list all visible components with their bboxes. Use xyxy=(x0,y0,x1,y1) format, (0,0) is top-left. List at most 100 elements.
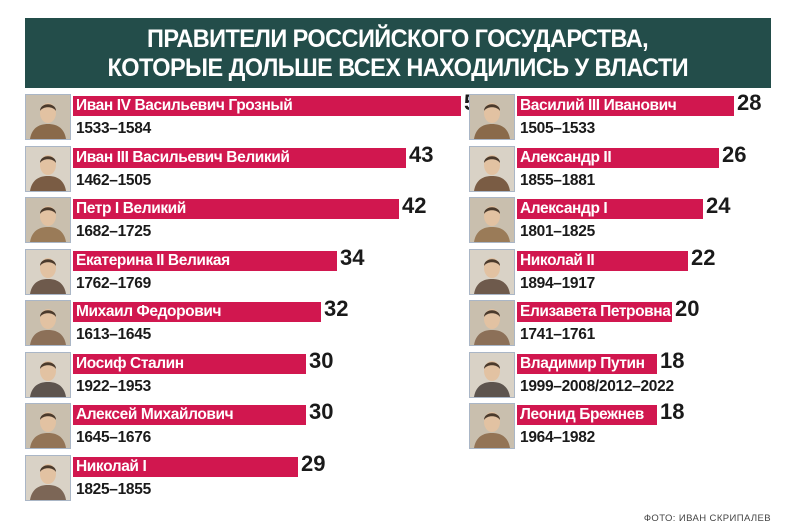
ruler-entry: Николай I 29 1825–1855 xyxy=(25,451,338,503)
ruler-reign-years-label: 1999–2008/2012–2022 xyxy=(520,377,674,395)
ruler-entry: Иван III Васильевич Великий 43 1462–1505 xyxy=(25,142,446,194)
photo-credit: ФОТО: ИВАН СКРИПАЛЕВ xyxy=(643,513,771,524)
ruler-portrait xyxy=(25,197,71,243)
portrait-image xyxy=(26,455,70,500)
rule-years-count-label: 29 xyxy=(301,450,326,476)
ruler-reign-years-label: 1964–1982 xyxy=(520,429,595,446)
chart-title-banner: ПРАВИТЕЛИ РОССИЙСКОГО ГОСУДАРСТВА, КОТОР… xyxy=(25,18,771,88)
rule-duration-bar xyxy=(73,302,321,322)
rule-years-count-label: 30 xyxy=(309,347,334,373)
rule-years-count-label: 28 xyxy=(737,90,762,115)
ruler-name-label: Леонид Брежнев xyxy=(520,406,644,423)
ruler-entry: Николай II 22 1894–1917 xyxy=(469,245,728,297)
portrait-image xyxy=(470,352,514,397)
ruler-portrait xyxy=(469,94,515,140)
rule-duration-bar xyxy=(517,353,657,374)
portrait-image xyxy=(26,301,70,345)
ruler-entry: Иван IV Васильевич Грозный501533–1584 xyxy=(25,90,501,142)
rule-duration-bar xyxy=(73,250,337,271)
rule-years-count-label: 32 xyxy=(324,296,349,321)
rule-duration-bar xyxy=(517,302,672,322)
ruler-name-label: Иван III Васильевич Великий xyxy=(76,148,290,166)
chart-title-line-1: ПРАВИТЕЛИ РОССИЙСКОГО ГОСУДАРСТВА, xyxy=(147,24,649,53)
ruler-reign-years-label: 1922–1953 xyxy=(76,377,151,395)
rule-years-count-label: 18 xyxy=(660,399,685,424)
portrait-image xyxy=(470,95,514,139)
rule-years-count-label: 43 xyxy=(409,141,434,167)
ruler-entry: Петр I Великий 42 1682–1725 xyxy=(25,193,439,245)
ruler-entry: Леонид Брежнев 18 1964–1982 xyxy=(469,399,697,451)
ruler-entry: Михаил Федорович 32 1613–1645 xyxy=(25,296,361,348)
ruler-reign-years-label: 1825–1855 xyxy=(76,480,151,498)
portrait-image xyxy=(26,146,70,191)
ruler-portrait xyxy=(25,351,71,398)
portrait-image xyxy=(26,249,70,294)
ruler-reign-years-label: 1613–1645 xyxy=(76,326,151,343)
ruler-portrait xyxy=(25,300,71,346)
rule-years-count-label: 18 xyxy=(660,347,685,373)
rule-duration-bar xyxy=(517,147,719,168)
ruler-entry: Екатерина II Великая 34 1762–1769 xyxy=(25,245,377,297)
ruler-reign-years-label: 1462–1505 xyxy=(76,171,151,189)
ruler-portrait xyxy=(25,94,71,140)
portrait-image xyxy=(26,95,70,139)
rule-years-count-label: 20 xyxy=(675,296,700,321)
portrait-image xyxy=(470,301,514,345)
ruler-name-label: Василий III Иванович xyxy=(520,97,677,114)
ruler-reign-years-label: 1505–1533 xyxy=(520,120,595,137)
ruler-portrait xyxy=(25,403,71,449)
ruler-entry: Василий III Иванович 28 1505–1533 xyxy=(469,90,774,142)
rule-duration-bar xyxy=(517,250,688,271)
ruler-reign-years-label: 1645–1676 xyxy=(76,429,151,446)
ruler-portrait xyxy=(469,300,515,346)
rule-duration-bar xyxy=(517,405,657,425)
portrait-image xyxy=(470,249,514,294)
ruler-name-label: Владимир Путин xyxy=(520,354,645,372)
ruler-portrait xyxy=(469,197,515,243)
portrait-image xyxy=(26,352,70,397)
rule-duration-bar xyxy=(73,199,399,219)
portrait-image xyxy=(470,146,514,191)
ruler-name-label: Алексей Михайлович xyxy=(76,406,234,423)
ruler-entry: Иосиф Сталин 30 1922–1953 xyxy=(25,348,346,400)
rule-duration-bar xyxy=(73,147,406,168)
ruler-reign-years-label: 1894–1917 xyxy=(520,274,595,292)
ruler-portrait xyxy=(469,248,515,295)
portrait-image xyxy=(26,198,70,242)
rule-years-count-label: 24 xyxy=(706,193,731,218)
rule-years-count-label: 22 xyxy=(691,244,716,270)
portrait-image xyxy=(470,404,514,448)
portrait-image xyxy=(26,404,70,448)
rule-years-count-label: 30 xyxy=(309,399,334,424)
ruler-reign-years-label: 1855–1881 xyxy=(520,171,595,189)
ruler-portrait xyxy=(469,351,515,398)
ruler-reign-years-label: 1533–1584 xyxy=(76,120,151,137)
ruler-name-label: Иван IV Васильевич Грозный xyxy=(76,97,293,114)
rule-duration-bar xyxy=(73,405,306,425)
rule-years-count-label: 34 xyxy=(340,244,365,270)
ruler-entry: Александр I 24 1801–1825 xyxy=(469,193,743,245)
ruler-portrait xyxy=(25,454,71,501)
ruler-name-label: Александр I xyxy=(520,200,608,217)
ruler-name-label: Иосиф Сталин xyxy=(76,354,184,372)
rule-years-count-label: 42 xyxy=(402,193,427,218)
portrait-image xyxy=(470,198,514,242)
ruler-reign-years-label: 1741–1761 xyxy=(520,326,595,343)
ruler-name-label: Петр I Великий xyxy=(76,200,186,217)
rule-duration-bar xyxy=(73,456,298,477)
ruler-entry: Владимир Путин 18 1999–2008/2012–2022 xyxy=(469,348,697,400)
ruler-portrait xyxy=(25,145,71,192)
ruler-entry: Елизавета Петровна 20 1741–1761 xyxy=(469,296,712,348)
ruler-reign-years-label: 1762–1769 xyxy=(76,274,151,292)
ruler-reign-years-label: 1682–1725 xyxy=(76,223,151,240)
ruler-portrait xyxy=(469,145,515,192)
chart-title-line-2: КОТОРЫЕ ДОЛЬШЕ ВСЕХ НАХОДИЛИСЬ У ВЛАСТИ xyxy=(107,53,689,82)
ruler-name-label: Елизавета Петровна xyxy=(520,303,671,320)
ruler-entry: Алексей Михайлович 30 1645–1676 xyxy=(25,399,346,451)
rule-duration-bar xyxy=(73,96,461,116)
ruler-name-label: Михаил Федорович xyxy=(76,303,222,320)
ruler-name-label: Николай I xyxy=(76,457,147,475)
rule-years-count-label: 26 xyxy=(722,141,747,167)
ruler-portrait xyxy=(25,248,71,295)
ruler-reign-years-label: 1801–1825 xyxy=(520,223,595,240)
